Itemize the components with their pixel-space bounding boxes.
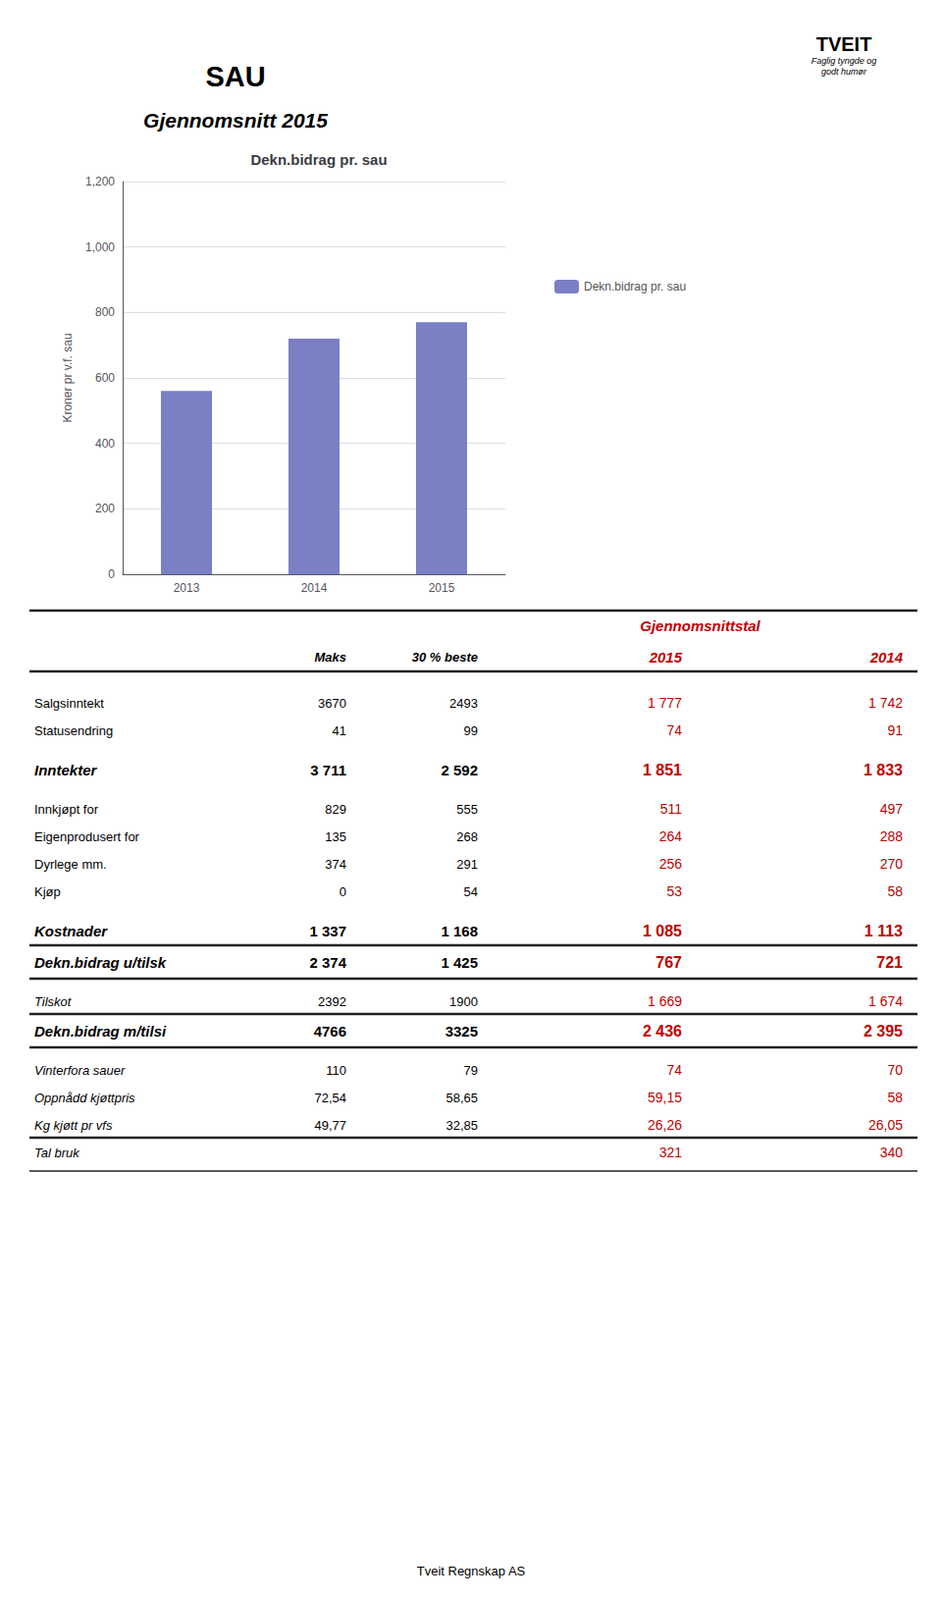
svg-text:Maks: Maks — [314, 649, 347, 665]
svg-text:3 711: 3 711 — [310, 761, 347, 779]
svg-text:2493: 2493 — [449, 695, 478, 711]
svg-text:721: 721 — [876, 953, 903, 971]
svg-text:Kroner pr v.f. sau: Kroner pr v.f. sau — [60, 332, 75, 422]
svg-text:264: 264 — [659, 828, 683, 844]
svg-text:SAU: SAU — [205, 60, 265, 93]
svg-text:4766: 4766 — [314, 1022, 347, 1040]
svg-text:555: 555 — [456, 801, 478, 817]
svg-text:1 674: 1 674 — [868, 993, 903, 1009]
svg-text:Kg kjøtt pr vfs: Kg kjøtt pr vfs — [34, 1117, 113, 1133]
svg-text:72,54: 72,54 — [314, 1090, 347, 1105]
svg-text:Dekn.bidrag pr. sau: Dekn.bidrag pr. sau — [250, 151, 387, 168]
svg-text:Inntekter: Inntekter — [34, 761, 99, 779]
svg-text:2 592: 2 592 — [440, 761, 478, 779]
svg-text:2013: 2013 — [173, 580, 201, 595]
svg-text:Tal bruk: Tal bruk — [34, 1145, 81, 1160]
svg-text:2014: 2014 — [869, 648, 904, 666]
svg-text:340: 340 — [880, 1144, 904, 1160]
svg-text:58,65: 58,65 — [445, 1090, 478, 1105]
svg-text:58: 58 — [887, 883, 903, 899]
svg-text:1900: 1900 — [449, 994, 478, 1009]
svg-text:400: 400 — [95, 436, 115, 451]
svg-text:Vinterfora sauer: Vinterfora sauer — [34, 1062, 126, 1078]
svg-text:Dyrlege mm.: Dyrlege mm. — [34, 856, 107, 872]
svg-text:2015: 2015 — [428, 580, 456, 595]
svg-text:74: 74 — [666, 722, 682, 738]
svg-text:Innkjøpt for: Innkjøpt for — [34, 801, 100, 817]
svg-text:800: 800 — [95, 305, 115, 319]
svg-text:135: 135 — [324, 829, 347, 844]
svg-text:1 168: 1 168 — [440, 922, 478, 940]
svg-text:1 833: 1 833 — [863, 761, 903, 779]
svg-text:99: 99 — [464, 723, 478, 738]
svg-text:0: 0 — [339, 884, 347, 899]
svg-text:54: 54 — [464, 884, 478, 899]
svg-text:0: 0 — [107, 567, 115, 581]
svg-text:Oppnådd kjøttpris: Oppnådd kjøttpris — [34, 1090, 136, 1105]
svg-text:1 337: 1 337 — [309, 922, 347, 940]
svg-text:110: 110 — [325, 1062, 347, 1078]
svg-text:godt humør: godt humør — [821, 66, 868, 77]
svg-text:3670: 3670 — [317, 695, 347, 711]
svg-text:1 425: 1 425 — [440, 953, 478, 971]
svg-text:59,15: 59,15 — [647, 1089, 682, 1105]
svg-text:3325: 3325 — [445, 1022, 478, 1040]
svg-text:1 742: 1 742 — [868, 694, 903, 711]
svg-text:1 113: 1 113 — [864, 922, 903, 940]
svg-text:2014: 2014 — [301, 580, 328, 595]
svg-text:200: 200 — [95, 501, 115, 516]
svg-text:Faglig tyngde og: Faglig tyngde og — [811, 55, 878, 66]
svg-text:26,05: 26,05 — [868, 1116, 903, 1133]
svg-text:Gjennomsnittstal: Gjennomsnittstal — [639, 617, 761, 634]
svg-text:49,77: 49,77 — [314, 1117, 347, 1133]
svg-text:1 669: 1 669 — [647, 993, 682, 1009]
svg-text:32,85: 32,85 — [445, 1117, 478, 1133]
svg-text:30 % beste: 30 % beste — [412, 649, 478, 665]
svg-text:41: 41 — [332, 723, 347, 738]
svg-text:767: 767 — [655, 953, 682, 971]
svg-text:600: 600 — [95, 370, 115, 385]
svg-text:1 085: 1 085 — [642, 922, 682, 940]
svg-text:829: 829 — [324, 801, 347, 817]
svg-text:270: 270 — [880, 855, 904, 872]
svg-text:1,200: 1,200 — [85, 174, 115, 189]
svg-text:Tveit Regnskap AS: Tveit Regnskap AS — [417, 1563, 526, 1578]
svg-text:Statusendring: Statusendring — [34, 723, 113, 738]
svg-text:288: 288 — [880, 828, 904, 844]
svg-text:Tilskot: Tilskot — [34, 994, 73, 1009]
svg-text:Dekn.bidrag u/tilsk: Dekn.bidrag u/tilsk — [34, 953, 167, 971]
svg-text:58: 58 — [887, 1089, 903, 1105]
svg-text:Kjøp: Kjøp — [34, 884, 61, 899]
svg-text:79: 79 — [464, 1062, 478, 1078]
svg-text:Gjennomsnitt 2015: Gjennomsnitt 2015 — [143, 108, 328, 132]
svg-text:2392: 2392 — [317, 994, 347, 1009]
svg-text:Eigenprodusert for: Eigenprodusert for — [34, 829, 141, 844]
svg-text:291: 291 — [456, 856, 478, 872]
svg-text:1 777: 1 777 — [647, 694, 682, 711]
svg-text:91: 91 — [887, 722, 903, 738]
svg-text:268: 268 — [456, 829, 478, 844]
svg-text:321: 321 — [659, 1144, 683, 1160]
svg-text:511: 511 — [660, 800, 683, 817]
svg-text:2 395: 2 395 — [863, 1022, 903, 1040]
svg-text:70: 70 — [887, 1061, 903, 1078]
svg-text:2015: 2015 — [648, 648, 683, 666]
svg-text:74: 74 — [666, 1061, 682, 1078]
svg-text:1 851: 1 851 — [642, 761, 682, 779]
svg-text:Salgsinntekt: Salgsinntekt — [34, 695, 105, 711]
svg-text:1,000: 1,000 — [85, 240, 115, 255]
svg-text:497: 497 — [880, 800, 904, 817]
svg-text:Dekn.bidrag m/tilsi: Dekn.bidrag m/tilsi — [34, 1022, 167, 1040]
svg-text:Dekn.bidrag pr. sau: Dekn.bidrag pr. sau — [583, 279, 686, 294]
svg-text:26,26: 26,26 — [647, 1116, 682, 1133]
svg-text:2 436: 2 436 — [642, 1022, 682, 1040]
svg-text:Kostnader: Kostnader — [34, 922, 108, 940]
svg-text:53: 53 — [666, 883, 682, 899]
svg-text:256: 256 — [659, 855, 683, 872]
svg-text:2 374: 2 374 — [309, 953, 347, 971]
svg-text:374: 374 — [324, 856, 347, 872]
svg-text:TVEIT: TVEIT — [816, 33, 873, 55]
